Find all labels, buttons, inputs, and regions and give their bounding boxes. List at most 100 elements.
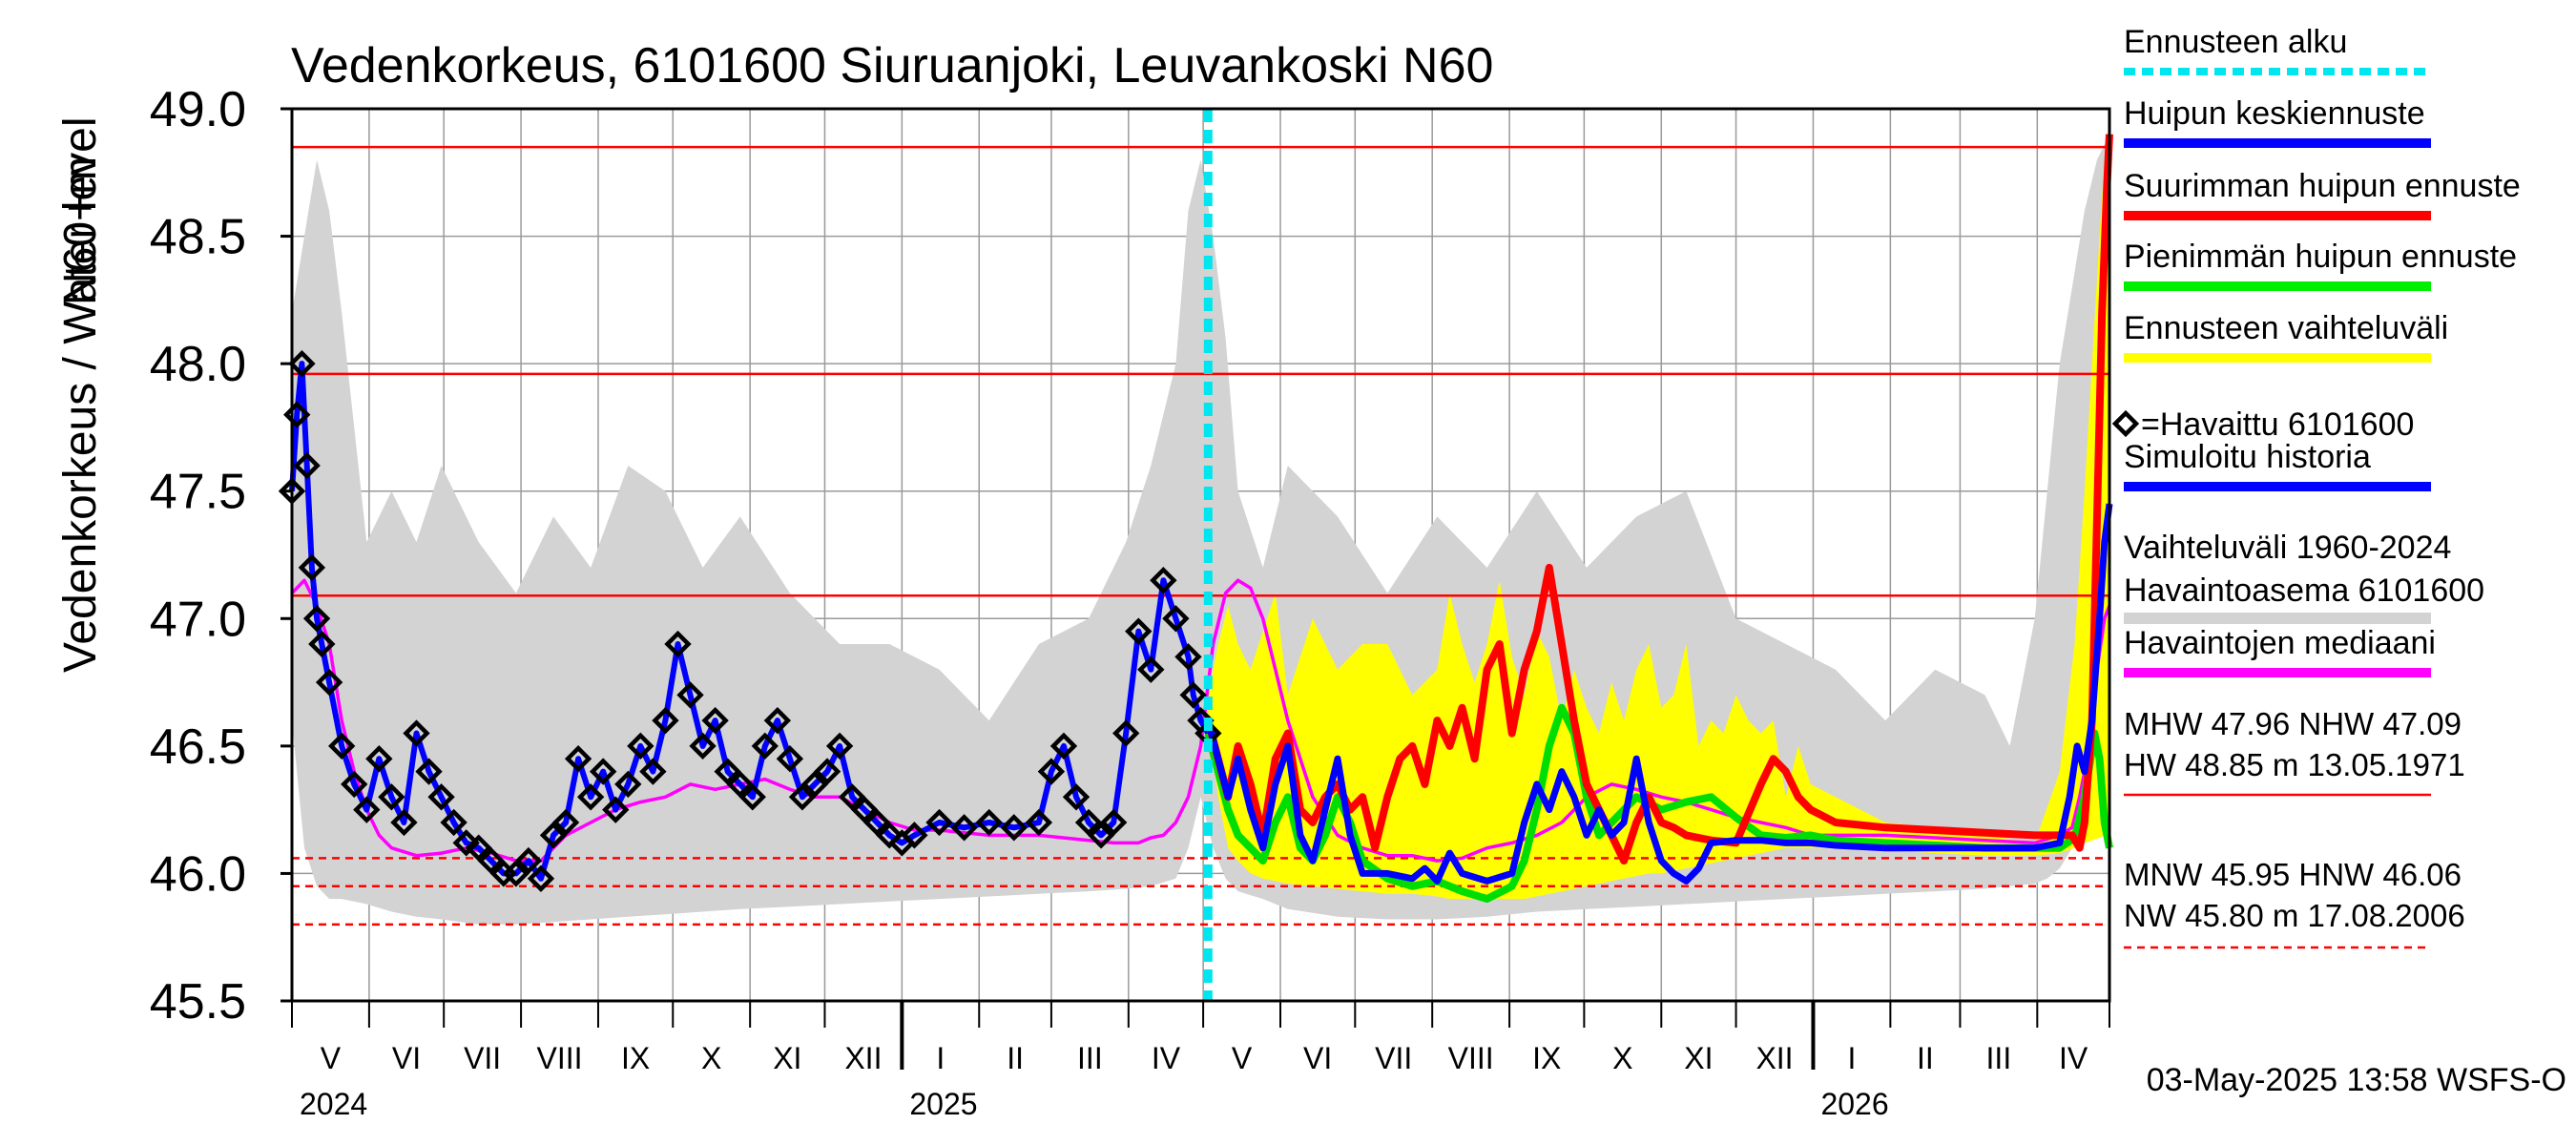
y-tick-label: 47.0: [150, 592, 246, 647]
x-tick-label-month: VI: [392, 1041, 421, 1075]
observed-marker: [551, 808, 580, 837]
observed-marker: [925, 808, 953, 837]
observed-marker: [602, 796, 630, 823]
x-tick-label-year: 2024: [300, 1087, 367, 1121]
x-tick-label-month: V: [321, 1041, 342, 1075]
observed-marker: [776, 745, 804, 773]
observed-marker: [293, 451, 321, 480]
observed-marker: [427, 783, 455, 811]
y-axis-label: Vedenkorkeus / Water level: [55, 116, 106, 673]
x-tick-label-month: VIII: [537, 1041, 583, 1075]
observed-marker: [813, 758, 841, 785]
observed-marker: [328, 732, 356, 760]
stats-text: MHW 47.96 NHW 47.09: [2124, 706, 2462, 741]
observed-marker: [477, 846, 505, 875]
legend: Ennusteen alku Huipun keskiennuste Suurimm…: [2111, 24, 2521, 949]
observed-marker: [308, 630, 336, 658]
x-tick-label-month: VII: [464, 1041, 501, 1075]
observed-marker: [1162, 605, 1190, 633]
observed-marker: [378, 783, 405, 811]
observed-marker: [1174, 643, 1202, 671]
legend-label: Ennusteen alku: [2124, 24, 2347, 60]
observed-marker: [627, 732, 654, 760]
x-tick-label-month: IV: [2059, 1041, 2088, 1075]
observed-marker: [288, 349, 316, 378]
observed-marker: [527, 864, 555, 892]
observed-marker: [1099, 808, 1128, 837]
observed-marker: [1150, 567, 1177, 594]
observed-marker: [751, 732, 779, 760]
x-tick-label-month: XI: [1684, 1041, 1713, 1075]
observed-marker: [788, 783, 817, 811]
y-tick-label: 46.0: [150, 846, 246, 902]
observed-marker: [514, 846, 543, 875]
observed-marker: [1125, 617, 1153, 645]
observed-marker: [564, 745, 592, 773]
observed-marker: [800, 770, 829, 799]
plot-frame: [290, 107, 2111, 1003]
y-axis: 45.5 46.0 46.5 47.0 47.5 48.0 48.5 49.0: [150, 82, 292, 1030]
x-tick-label-month: II: [1917, 1041, 1934, 1075]
x-tick-label-month: XI: [773, 1041, 801, 1075]
observed-marker: [539, 822, 568, 849]
observed-marker: [701, 706, 729, 735]
x-tick-label-month: III: [1986, 1041, 2012, 1075]
series-line: [290, 578, 2111, 863]
observed-marker: [1025, 808, 1053, 837]
x-tick-label-month: VI: [1303, 1041, 1332, 1075]
chart-title: Vedenkorkeus, 6101600 Siuruanjoki, Leuva…: [291, 38, 1493, 94]
x-tick-label-month: X: [701, 1041, 721, 1075]
legend-label: Ennusteen vaihteluväli: [2124, 310, 2448, 346]
stats-text: NW 45.80 m 17.08.2006: [2124, 898, 2465, 933]
observed-marker: [1074, 808, 1103, 837]
reference-lines: [292, 145, 2109, 926]
observed-marker: [452, 829, 480, 857]
observed-marker: [576, 783, 605, 811]
legend-diamond: [2111, 409, 2140, 438]
y-tick-label: 46.5: [150, 719, 246, 775]
x-tick-label-month: V: [1232, 1041, 1253, 1075]
series-line: [1204, 503, 2113, 885]
observed-marker: [315, 668, 343, 697]
x-tick-label-month: VII: [1375, 1041, 1412, 1075]
observed-marker: [465, 834, 492, 862]
stats-text: HW 48.85 m 13.05.1971: [2124, 747, 2465, 782]
x-tick-label-month: XII: [1755, 1041, 1793, 1075]
observed-marker: [440, 808, 467, 837]
x-tick-label-month: III: [1077, 1041, 1103, 1075]
observed-marker: [353, 796, 381, 823]
observed-marker: [390, 808, 418, 837]
x-axis: V VI VII VIII IX X XI XII I II III IV V VI VII VIII IX X X…: [291, 1001, 2110, 1121]
observed-marker: [652, 706, 679, 735]
observed-marker: [1037, 758, 1066, 785]
observed-marker: [664, 630, 692, 658]
x-tick-label-month: I: [1847, 1041, 1856, 1075]
legend-label: Huipun keskiennuste: [2124, 95, 2425, 132]
plot-area: [278, 107, 2113, 1003]
legend-label: Vaihteluväli 1960-2024: [2124, 530, 2451, 566]
y-tick-label: 48.5: [150, 210, 246, 265]
x-tick-label-year: 2026: [1820, 1087, 1888, 1121]
observed-marker: [403, 719, 430, 747]
observed-marker: [1049, 732, 1078, 760]
observed-marker: [901, 822, 928, 849]
x-tick-label-month: VIII: [1448, 1041, 1494, 1075]
x-tick-label-month: XII: [844, 1041, 882, 1075]
observed-marker: [950, 814, 978, 842]
observed-marker: [1112, 719, 1140, 747]
y-tick-label: 47.5: [150, 465, 246, 520]
observed-marker: [639, 758, 667, 785]
observed-marker: [825, 732, 854, 760]
stats-text: MNW 45.95 HNW 46.06: [2124, 857, 2462, 892]
observed-marker: [415, 758, 443, 785]
range-bands: [292, 134, 2109, 925]
observed-marker: [876, 822, 904, 849]
observed-marker: [851, 796, 879, 823]
observed-marker: [1087, 822, 1115, 849]
y-tick-label: 45.5: [150, 974, 246, 1030]
x-tick-label-month: IX: [621, 1041, 650, 1075]
observed-marker: [341, 770, 368, 799]
observed-marker: [298, 553, 326, 582]
observed-marker: [738, 783, 766, 811]
